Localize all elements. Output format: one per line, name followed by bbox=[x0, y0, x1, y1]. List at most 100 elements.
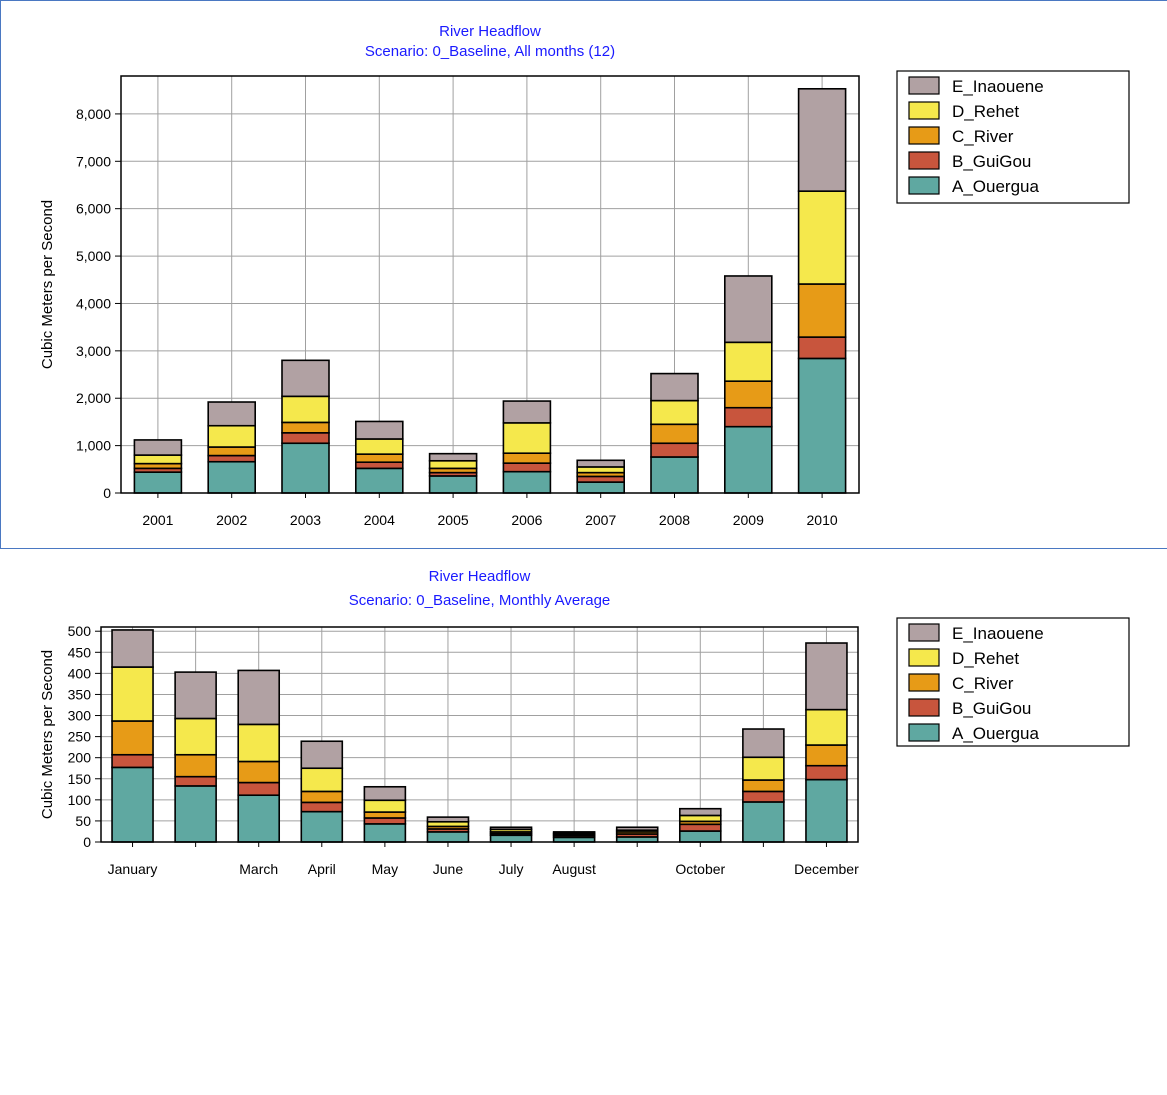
x-tick-label: May bbox=[372, 861, 398, 877]
x-tick-label: 2005 bbox=[438, 512, 469, 528]
panel-divider bbox=[0, 548, 1167, 549]
bar-segment bbox=[111, 753, 154, 769]
x-tick-label: 2002 bbox=[216, 512, 247, 528]
bar-segment bbox=[650, 442, 699, 458]
bar-segment bbox=[805, 744, 848, 767]
bar-segment bbox=[111, 666, 154, 722]
x-tick-label: April bbox=[308, 861, 336, 877]
y-tick-label: 6,000 bbox=[76, 201, 111, 217]
legend-swatch bbox=[908, 101, 940, 120]
legend-label: C_River bbox=[952, 674, 1014, 693]
bar-segment bbox=[174, 775, 217, 787]
x-tick-label: December bbox=[794, 861, 859, 877]
bar-segment bbox=[797, 357, 847, 494]
plot-frame bbox=[100, 626, 859, 843]
y-tick-label: 2,000 bbox=[76, 390, 111, 406]
y-tick-label: 7,000 bbox=[76, 153, 111, 169]
bar-segment bbox=[805, 778, 848, 843]
y-tick-label: 8,000 bbox=[76, 106, 111, 122]
bar-segment bbox=[237, 669, 281, 726]
bar-segment bbox=[300, 767, 344, 793]
legend-swatch bbox=[908, 673, 940, 692]
bar-segment bbox=[354, 461, 404, 470]
plot-area bbox=[101, 627, 858, 842]
bar-segment bbox=[207, 454, 256, 463]
legend-label: D_Rehet bbox=[952, 102, 1019, 121]
bar-segment bbox=[502, 470, 552, 494]
bar-segment bbox=[237, 723, 281, 763]
bar-segment bbox=[237, 794, 281, 843]
x-tick-label: October bbox=[675, 861, 725, 877]
chart-title: River Headflow bbox=[429, 568, 531, 585]
bar-segment bbox=[111, 766, 154, 843]
y-tick-label: 0 bbox=[103, 485, 111, 501]
bar-segment bbox=[650, 423, 699, 445]
plot-frame bbox=[120, 75, 860, 494]
bar-segment bbox=[207, 460, 256, 494]
bar-segment bbox=[742, 728, 785, 759]
bar-segment bbox=[174, 671, 217, 720]
legend-swatch bbox=[908, 623, 940, 642]
bar-segment bbox=[742, 756, 785, 781]
y-tick-label: 0 bbox=[83, 834, 91, 850]
chart-monthly-svg: River Headflow Scenario: 0_Baseline, Mont… bbox=[39, 568, 1130, 877]
x-tick-label: 2001 bbox=[142, 512, 173, 528]
bar-segment bbox=[797, 190, 847, 285]
bar-segment bbox=[650, 456, 699, 494]
bar-segment bbox=[207, 424, 256, 448]
bar-segment bbox=[678, 814, 722, 823]
chart-title: River Headflow bbox=[439, 23, 541, 40]
bar-segment bbox=[300, 740, 344, 770]
bar-segment bbox=[174, 717, 217, 756]
y-tick-label: 3,000 bbox=[76, 343, 111, 359]
x-tick-label: 2004 bbox=[364, 512, 395, 528]
bar-segment bbox=[502, 400, 552, 424]
bar-segment bbox=[354, 438, 404, 455]
bar-segment bbox=[742, 790, 785, 803]
bar-segment bbox=[678, 830, 722, 843]
bar-segment bbox=[428, 475, 478, 494]
y-tick-label: 200 bbox=[68, 750, 92, 766]
y-axis-label: Cubic Meters per Second bbox=[39, 200, 56, 369]
bar-segment bbox=[300, 801, 344, 813]
legend-swatch bbox=[908, 126, 940, 145]
y-tick-label: 450 bbox=[68, 644, 92, 660]
x-tick-label: July bbox=[499, 861, 524, 877]
bar-segment bbox=[363, 799, 407, 813]
legend-swatch bbox=[908, 76, 940, 95]
legend-swatch bbox=[908, 151, 940, 170]
legend-label: E_Inaouene bbox=[952, 624, 1044, 643]
bar-segment bbox=[363, 811, 407, 819]
bar-segment bbox=[133, 439, 183, 456]
y-tick-label: 100 bbox=[68, 792, 92, 808]
legend-label: E_Inaouene bbox=[952, 77, 1044, 96]
legend-label: A_Ouergua bbox=[952, 724, 1039, 743]
y-tick-label: 500 bbox=[68, 623, 92, 639]
bar-segment bbox=[742, 779, 785, 793]
panel-top-border bbox=[0, 0, 1167, 1]
bar-segment bbox=[805, 764, 848, 781]
bar-segment bbox=[615, 826, 659, 831]
y-tick-label: 5,000 bbox=[76, 248, 111, 264]
bar-segment bbox=[281, 442, 330, 494]
x-tick-label: June bbox=[433, 861, 464, 877]
y-tick-label: 150 bbox=[68, 771, 92, 787]
y-tick-label: 4,000 bbox=[76, 295, 111, 311]
legend-swatch bbox=[908, 723, 940, 742]
y-tick-label: 350 bbox=[68, 686, 92, 702]
bar-segment bbox=[281, 395, 330, 424]
y-tick-label: 1,000 bbox=[76, 438, 111, 454]
bar-segment bbox=[237, 760, 281, 784]
bar-segment bbox=[111, 720, 154, 756]
bar-segment bbox=[174, 753, 217, 778]
bar-segment bbox=[300, 810, 344, 843]
bar-segment bbox=[363, 817, 407, 825]
bar-segment bbox=[426, 831, 470, 843]
bar-segment bbox=[174, 785, 217, 843]
chart-subtitle: Scenario: 0_Baseline, Monthly Average bbox=[349, 592, 611, 609]
bar-segment bbox=[650, 399, 699, 426]
bar-segment bbox=[428, 452, 478, 462]
legend-label: A_Ouergua bbox=[952, 177, 1039, 196]
chart-panel-annual: River Headflow Scenario: 0_Baseline, All … bbox=[39, 23, 1130, 528]
y-tick-label: 400 bbox=[68, 665, 92, 681]
